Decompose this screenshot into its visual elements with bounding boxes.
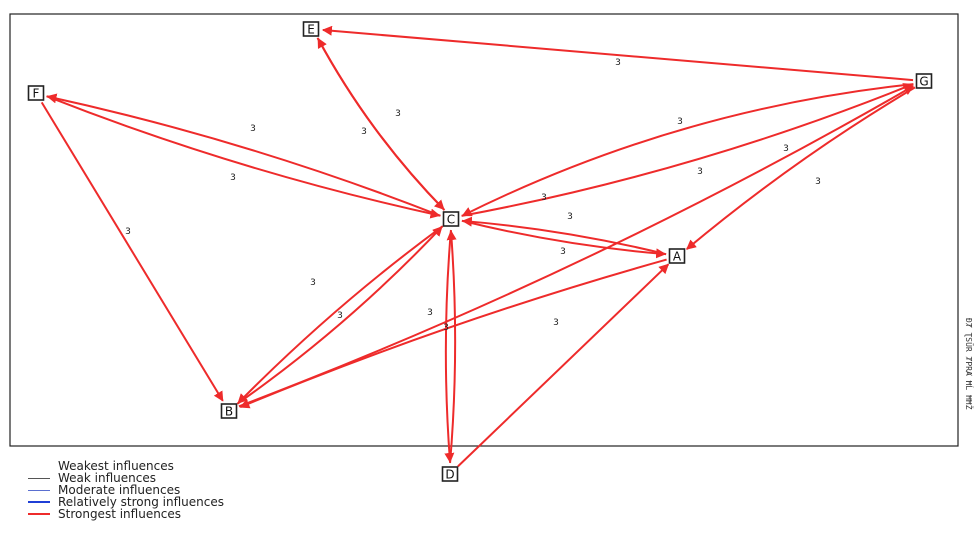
edge-g-to-a [686, 86, 916, 250]
edge-weight-label: 3 [361, 127, 367, 137]
node-label: E [307, 23, 315, 37]
node-label: G [919, 75, 928, 89]
edge-c-to-f [46, 93, 441, 217]
diagram-frame [9, 13, 959, 447]
legend-label: Strongest influences [58, 507, 182, 521]
legend-item-strongest: Strongest influences [28, 508, 224, 520]
edge-weight-label: 3 [310, 278, 316, 288]
edge-f-to-b [40, 101, 224, 402]
edge-f-to-c [46, 95, 441, 219]
edge-c-to-b [237, 225, 444, 404]
edge-e-to-c [316, 37, 445, 211]
edge-a-to-c [461, 216, 667, 256]
edge-g-to-c [461, 83, 914, 217]
node-d: D [441, 466, 459, 482]
edge-weight-label: 3 [395, 109, 401, 119]
edge-c-to-a [461, 219, 667, 259]
legend-label: Moderate influences [58, 483, 181, 497]
node-b: B [220, 403, 238, 419]
edge-weight-label: 3 [443, 323, 449, 333]
legend-item-weakest: Weakest influences [28, 460, 224, 472]
legend-line-strongest [28, 513, 50, 515]
edge-weight-label: 3 [337, 311, 343, 321]
legend-line-weakest [28, 465, 50, 467]
legend-label: Relatively strong influences [58, 495, 224, 509]
legend-item-relatively-strong: Relatively strong influences [28, 496, 224, 508]
edge-d-to-c [446, 230, 457, 464]
node-label: A [673, 250, 682, 264]
edge-weight-label: 3 [230, 173, 236, 183]
node-label: C [447, 213, 455, 227]
node-label: B [225, 405, 233, 419]
edge-weight-label: 3 [677, 117, 683, 127]
edge-weight-label: 3 [427, 308, 433, 318]
edge-weight-label: 3 [567, 212, 573, 222]
node-label: F [33, 87, 40, 101]
edge-weight-label: 3 [541, 193, 547, 203]
edge-c-to-d [444, 229, 455, 463]
edge-weight-label: 3 [697, 167, 703, 177]
edge-g-to-e [321, 25, 914, 82]
edge-c-to-g [461, 83, 914, 217]
node-a: A [668, 248, 686, 264]
legend-line-moderate [28, 489, 50, 491]
legend-item-weak: Weak influences [28, 472, 224, 484]
node-box [27, 85, 45, 101]
node-box [442, 211, 460, 227]
edge-weight-label: 3 [560, 247, 566, 257]
node-e: E [302, 21, 320, 37]
node-box [915, 73, 933, 89]
side-vertical-text: ĐȾ ƮSŪR ȾPRȺ ĦĹ ĦĦŽ [964, 318, 975, 410]
edge-a-to-b [239, 258, 667, 409]
legend-line-weak [28, 477, 50, 479]
node-box [220, 403, 238, 419]
edge-weight-label: 3 [783, 144, 789, 154]
node-box [302, 21, 320, 37]
legend-label: Weak influences [58, 471, 156, 485]
edge-weight-label: 3 [815, 177, 821, 187]
edge-c-to-e [317, 37, 446, 211]
edge-b-to-c [236, 226, 443, 405]
legend-line-relatively-strong [28, 501, 50, 503]
node-box [441, 466, 459, 482]
node-box [668, 248, 686, 264]
legend: Weakest influences Weak influences Moder… [28, 460, 224, 520]
edge-weight-label: 3 [250, 124, 256, 134]
node-c: C [442, 211, 460, 227]
edge-weight-label: 3 [553, 318, 559, 328]
legend-item-moderate: Moderate influences [28, 484, 224, 496]
edge-d-to-a [457, 263, 670, 468]
edge-b-to-g [238, 85, 915, 408]
edge-weight-label: 3 [125, 227, 131, 237]
node-g: G [915, 73, 933, 89]
edge-weight-label: 3 [615, 58, 621, 68]
node-f: F [27, 85, 45, 101]
node-label: D [445, 468, 454, 482]
legend-label: Weakest influences [58, 459, 174, 473]
